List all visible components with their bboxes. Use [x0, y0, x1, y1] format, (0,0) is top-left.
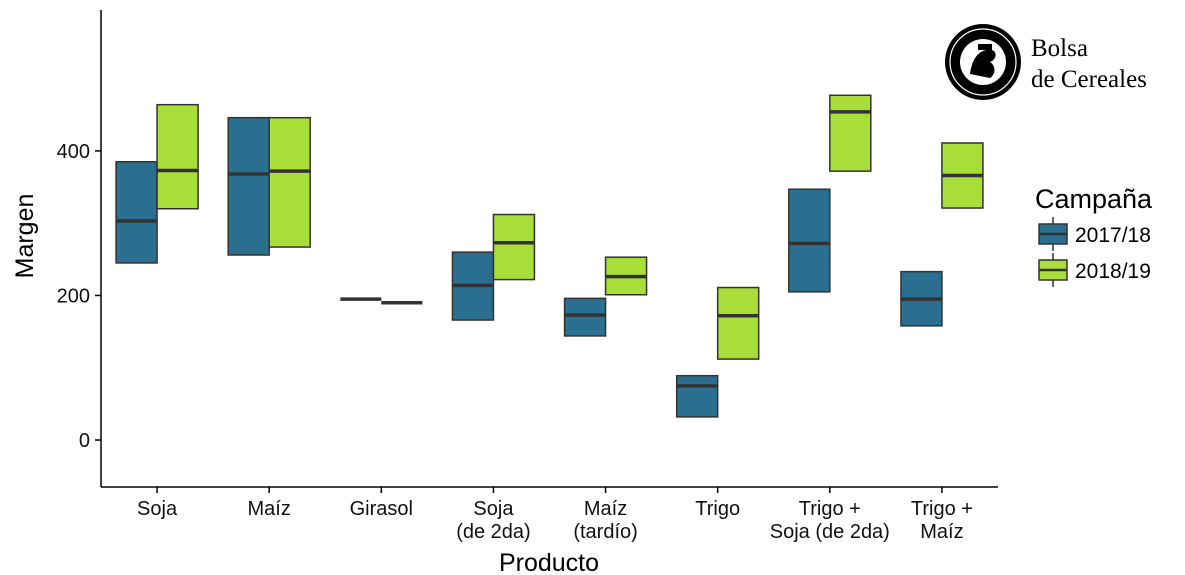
x-tick-label: Maíz (tardío): [573, 498, 637, 543]
box-2018-19: [492, 213, 536, 281]
y-tick-label: 200: [57, 285, 90, 307]
box-2017-18: [563, 297, 607, 337]
bolsa-de-cereales-logo: Bolsa de Cereales: [945, 24, 1147, 100]
x-tick-label: Trigo: [695, 498, 740, 520]
y-tick-label: 0: [79, 430, 90, 452]
box-2018-19: [716, 286, 760, 360]
x-tick-label: Trigo + Maíz: [911, 498, 973, 543]
x-tick-label: Girasol: [350, 498, 413, 520]
box-2017-18: [788, 188, 831, 293]
y-tick-label: 400: [57, 141, 90, 163]
box-2018-19: [156, 103, 199, 210]
box-2017-18: [115, 161, 158, 264]
y-axis: 0 200 400: [57, 10, 102, 487]
x-tick-label: Soja (de 2da): [456, 498, 531, 543]
box-2017-18: [675, 374, 719, 418]
y-axis-title: Margen: [11, 194, 39, 279]
box-2018-19: [829, 94, 872, 172]
logo-line-2: de Cereales: [1031, 66, 1147, 93]
x-tick-label: Maíz: [248, 498, 291, 520]
x-axis: Soja Maíz Girasol Soja (de 2da) Maíz (tardío) T…: [101, 486, 998, 543]
legend-title: Campaña: [1035, 184, 1153, 214]
legend: Campaña 2017/18 2018/19: [1035, 184, 1153, 287]
box-2017-18: [227, 116, 270, 256]
seal-icon: [945, 24, 1021, 100]
x-axis-title: Producto: [499, 549, 599, 575]
x-tick-label: Trigo + Soja (de 2da): [770, 498, 890, 543]
legend-label: 2018/19: [1075, 260, 1151, 283]
x-tick-label: Soja: [137, 498, 178, 520]
legend-label: 2017/18: [1075, 224, 1151, 247]
boxes: [115, 94, 984, 418]
box-2018-19: [268, 116, 311, 248]
logo-line-1: Bolsa: [1031, 35, 1088, 62]
